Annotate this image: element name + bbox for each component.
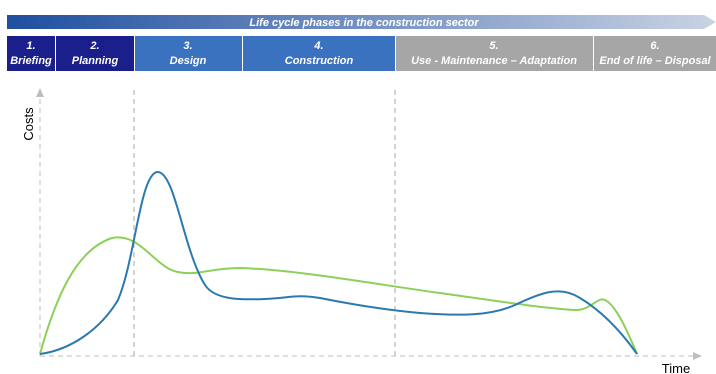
phase-name: Use - Maintenance – Adaptation	[411, 55, 577, 67]
green-cost-curve	[39, 236, 638, 355]
phase-number: 4.	[313, 40, 323, 52]
phase-box	[243, 36, 395, 71]
phase-box	[56, 36, 134, 71]
blue-cost-curve	[39, 170, 638, 355]
phase-number: 2.	[89, 40, 99, 52]
phase-name: Briefing	[10, 55, 52, 67]
phase-box	[135, 36, 242, 71]
phase-use-maintenance: 5. Use - Maintenance – Adaptation	[396, 36, 593, 71]
phase-box	[7, 36, 55, 71]
x-axis-arrowhead	[693, 352, 702, 360]
phase-briefing: 1. Briefing	[7, 36, 55, 71]
phase-box	[396, 36, 593, 71]
x-axis-label: Time	[662, 361, 690, 374]
phase-name: Planning	[72, 55, 119, 67]
phase-name: End of life – Disposal	[599, 55, 711, 67]
phase-name: Construction	[285, 55, 354, 67]
banner-title: Life cycle phases in the construction se…	[249, 17, 479, 29]
phase-construction: 4. Construction	[243, 36, 395, 71]
phase-number: 3.	[183, 40, 192, 52]
axes: Costs Time	[21, 88, 702, 374]
phase-planning: 2. Planning	[56, 36, 134, 71]
y-axis-arrowhead	[36, 88, 44, 97]
phase-name: Design	[170, 55, 207, 67]
phase-box	[594, 36, 716, 71]
phase-banner: Life cycle phases in the construction se…	[7, 15, 716, 29]
phase-number: 5.	[489, 40, 498, 52]
y-axis-label: Costs	[21, 107, 36, 141]
phase-end-of-life: 6. End of life – Disposal	[594, 36, 716, 71]
phase-row: 1. Briefing 2. Planning 3. Design 4. Con…	[7, 36, 716, 71]
phase-number: 6.	[650, 40, 659, 52]
banner-arrow	[7, 15, 716, 29]
phase-design: 3. Design	[135, 36, 242, 71]
phase-number: 1.	[26, 40, 35, 52]
